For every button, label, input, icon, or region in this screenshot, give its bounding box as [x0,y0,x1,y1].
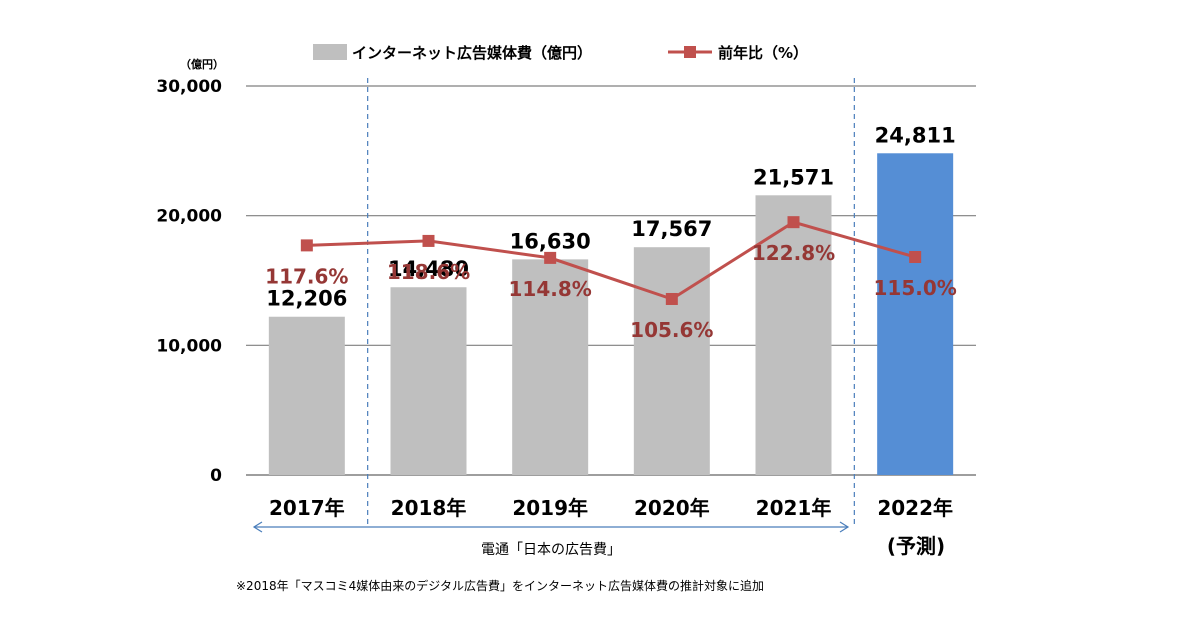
source-label: 電通「日本の広告費」 [481,542,621,558]
legend-line-marker [684,46,696,58]
yoy-line [306,220,916,301]
y-tick-label: 30,000 [156,77,222,97]
legend: インターネット広告媒体費（億円） 前年比（%） [313,44,808,62]
yoy-percent-label: 118.6% [387,260,470,284]
x-category-label: 2020年 [634,496,710,520]
yoy-marker [787,216,800,229]
yoy-marker [909,251,922,263]
source-arrow-left-head [252,521,263,533]
bar-value-label: 24,811 [875,123,956,147]
x-axis-category-labels: 2017年 2018年 2019年 2020年 2021年 2022年 [269,496,953,520]
bar [633,247,710,475]
forecast-sub-label: (予測) [887,534,945,558]
y-tick-label: 10,000 [156,336,222,356]
bar [268,316,345,475]
yoy-marker [300,239,313,252]
yoy-marker [422,234,435,247]
x-category-label: 2021年 [756,496,832,520]
yoy-percent-label: 115.0% [874,276,957,300]
yoy-line-series [300,216,922,305]
y-axis-unit-label: （億円） [180,57,224,71]
yoy-percent-label: 105.6% [630,318,713,342]
period-dividers [367,78,855,527]
legend-bar-label: インターネット広告媒体費（億円） [352,44,592,62]
yoy-percent-label: 122.8% [752,241,835,265]
bar [390,287,467,475]
x-category-label: 2018年 [391,496,467,520]
yoy-marker [544,251,557,264]
footnote: ※2018年「マスコミ4媒体由来のデジタル広告費」をインターネット広告媒体費の推… [236,578,764,593]
bar-series [268,153,954,476]
yoy-marker [665,292,678,305]
bar-value-label: 14,480 [388,257,469,281]
bar-value-label: 16,630 [510,229,591,253]
x-category-label: 2019年 [512,496,588,520]
x-category-label: 2017年 [269,496,345,520]
x-category-label: 2022年 [877,496,953,520]
legend-line-label: 前年比（%） [718,44,808,62]
y-tick-label: 20,000 [156,207,222,227]
bar-value-labels: 12,206 14,480 16,630 17,567 21,571 24,811 [266,123,955,310]
y-tick-label: 0 [210,466,222,486]
gridlines [246,85,976,476]
bar [512,259,589,475]
bar-value-label: 12,206 [266,287,347,311]
source-range-arrow [252,521,850,533]
bar-forecast [877,153,954,475]
yoy-percent-label: 117.6% [265,264,348,288]
yoy-percent-label: 114.8% [509,277,592,301]
y-axis-tick-labels: 0 10,000 20,000 30,000 [156,77,222,486]
legend-bar-swatch [313,44,347,60]
bar-value-label: 17,567 [631,217,712,241]
source-arrow-right-head [839,521,850,533]
bar-value-label: 21,571 [753,165,834,189]
yoy-percent-labels: 117.6% 118.6% 114.8% 105.6% 122.8% 115.0% [265,241,957,342]
bar [755,195,832,476]
